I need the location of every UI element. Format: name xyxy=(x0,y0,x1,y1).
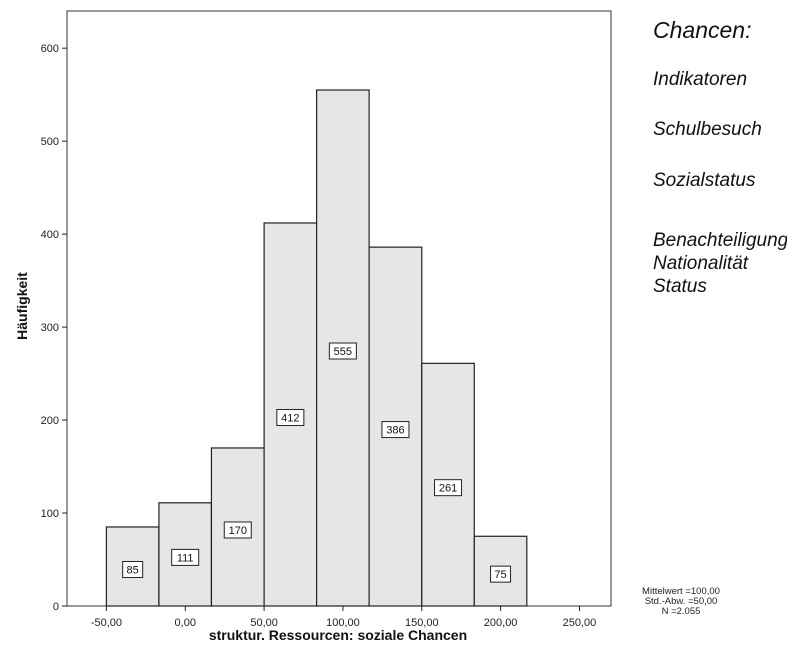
side-line-indikatoren: Indikatoren xyxy=(653,69,748,90)
x-tick-label: 50,00 xyxy=(250,617,278,629)
x-tick-label: 250,00 xyxy=(563,617,597,629)
y-tick-label: 500 xyxy=(41,136,59,148)
x-tick-label: -50,00 xyxy=(91,617,122,629)
data-label: 386 xyxy=(386,425,404,437)
bars-layer xyxy=(105,89,528,607)
data-label-box xyxy=(171,548,200,566)
y-tick-label: 600 xyxy=(41,43,59,55)
data-label-box xyxy=(328,342,357,360)
side-text-panel: Chancen: Indikatoren Schulbesuch Sozials… xyxy=(653,0,787,664)
data-label: 170 xyxy=(229,525,247,537)
side-line-sozialstatus: Sozialstatus xyxy=(653,170,756,191)
stats-box: Mittelwert =100,00 Std.-Abw. =50,00 N =2… xyxy=(600,587,762,617)
histogram-chart: 85 111 170 412 555 386 261 75 0 100 200 300 400 500 6… xyxy=(14,10,612,643)
side-title: Chancen: xyxy=(653,17,752,43)
x-tick-label: 200,00 xyxy=(484,617,518,629)
data-label-box xyxy=(490,565,512,583)
stats-sd: Std.-Abw. =50,00 xyxy=(644,596,718,607)
histogram-bar xyxy=(421,362,475,607)
side-line-benachteiligung-2: Nationalität xyxy=(653,253,749,274)
side-line-schulbesuch: Schulbesuch xyxy=(653,119,762,140)
y-tick-label: 400 xyxy=(41,229,59,241)
x-axis-title: struktur. Ressourcen: soziale Chancen xyxy=(209,627,467,643)
y-tick-label: 100 xyxy=(41,508,59,520)
side-line-benachteiligung-1: Benachteiligung xyxy=(653,230,787,251)
data-label: 555 xyxy=(334,346,352,358)
data-label: 412 xyxy=(281,412,299,424)
data-label-box xyxy=(434,479,463,497)
data-label: 75 xyxy=(494,569,506,581)
y-axis-title: Häufigkeit xyxy=(14,272,30,340)
x-tick-label: 0,00 xyxy=(175,617,196,629)
data-labels-layer: 85 111 170 412 555 386 261 75 xyxy=(122,342,512,583)
side-line-benachteiligung: Benachteiligung Nationalität Status xyxy=(653,229,787,298)
x-tick-label: 100,00 xyxy=(326,617,360,629)
data-label-box xyxy=(381,421,410,439)
x-tick-label: 150,00 xyxy=(405,617,439,629)
y-tick-label: 0 xyxy=(53,601,59,613)
data-label-box xyxy=(276,408,305,426)
ticks-layer: 0 100 200 300 400 500 600 -50,00 0,00 50,00 100,00… xyxy=(41,43,597,629)
data-label-box xyxy=(122,560,144,578)
side-line-benachteiligung-3: Status xyxy=(653,276,707,297)
data-label-box xyxy=(223,521,252,539)
data-label: 261 xyxy=(439,483,457,495)
y-tick-label: 300 xyxy=(41,322,59,334)
y-tick-label: 200 xyxy=(41,415,59,427)
stats-n: N =2.055 xyxy=(661,606,701,617)
data-label: 85 xyxy=(127,564,139,576)
data-label: 111 xyxy=(177,552,194,564)
stats-mean: Mittelwert =100,00 xyxy=(642,586,720,597)
